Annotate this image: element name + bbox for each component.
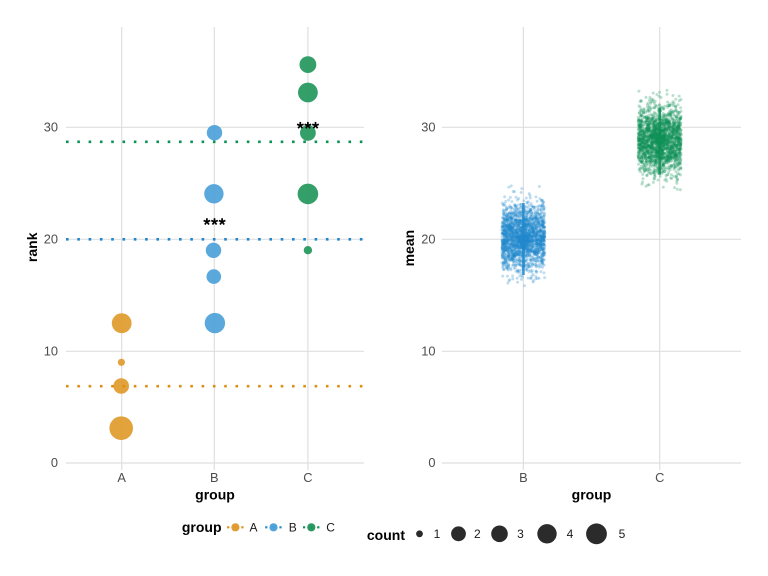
svg-text:0: 0: [428, 455, 435, 470]
svg-text:group: group: [182, 519, 222, 535]
svg-text:10: 10: [421, 344, 435, 359]
svg-text:0: 0: [51, 455, 58, 470]
svg-text:rank: rank: [24, 232, 40, 262]
svg-text:A: A: [117, 470, 126, 485]
svg-text:30: 30: [421, 120, 435, 135]
svg-text:2: 2: [474, 527, 481, 541]
svg-text:mean: mean: [401, 230, 417, 267]
svg-text:C: C: [655, 470, 664, 485]
svg-text:10: 10: [44, 344, 58, 359]
svg-text:20: 20: [44, 232, 58, 247]
svg-text:1: 1: [434, 527, 441, 541]
svg-text:count: count: [367, 527, 405, 543]
svg-text:C: C: [326, 521, 335, 535]
svg-text:B: B: [519, 470, 528, 485]
svg-text:20: 20: [421, 232, 435, 247]
svg-text:A: A: [249, 521, 257, 535]
svg-text:group: group: [195, 487, 235, 503]
svg-text:4: 4: [567, 527, 574, 541]
svg-text:5: 5: [619, 527, 626, 541]
svg-text:C: C: [303, 470, 312, 485]
svg-text:30: 30: [44, 120, 58, 135]
svg-text:B: B: [210, 470, 219, 485]
svg-text:3: 3: [517, 527, 524, 541]
svg-text:B: B: [289, 521, 297, 535]
svg-text:group: group: [572, 487, 612, 503]
